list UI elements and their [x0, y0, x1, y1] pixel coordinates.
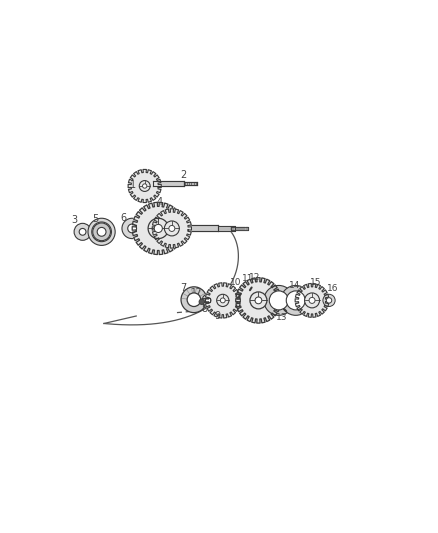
Circle shape	[304, 293, 319, 308]
Circle shape	[199, 299, 205, 304]
Polygon shape	[205, 283, 240, 318]
Polygon shape	[236, 278, 281, 323]
Circle shape	[286, 291, 305, 310]
Circle shape	[255, 297, 262, 304]
Text: 5: 5	[92, 214, 99, 224]
Text: 12: 12	[249, 273, 260, 282]
Polygon shape	[128, 169, 161, 203]
Text: 2: 2	[180, 170, 187, 180]
Circle shape	[220, 298, 225, 303]
Circle shape	[93, 223, 110, 241]
Circle shape	[97, 228, 106, 236]
Text: 14: 14	[289, 281, 300, 290]
Circle shape	[148, 218, 169, 239]
Text: 15: 15	[311, 278, 322, 287]
Circle shape	[128, 224, 137, 233]
Circle shape	[187, 293, 201, 306]
Polygon shape	[152, 209, 191, 248]
Text: 8: 8	[201, 303, 207, 313]
Circle shape	[326, 297, 332, 303]
Text: 10: 10	[230, 278, 241, 287]
Circle shape	[74, 223, 91, 240]
Circle shape	[169, 225, 175, 231]
Text: 11: 11	[241, 274, 253, 283]
Polygon shape	[132, 203, 184, 255]
Circle shape	[264, 286, 294, 316]
Text: 17: 17	[191, 288, 202, 297]
Circle shape	[269, 291, 288, 310]
Text: 6: 6	[120, 213, 127, 223]
Polygon shape	[295, 284, 329, 317]
Circle shape	[92, 222, 111, 241]
Circle shape	[309, 297, 315, 303]
Circle shape	[181, 287, 207, 313]
Circle shape	[139, 181, 150, 191]
Text: 1: 1	[130, 180, 136, 190]
Circle shape	[88, 218, 115, 245]
Circle shape	[164, 221, 179, 236]
Circle shape	[122, 218, 142, 239]
Circle shape	[217, 294, 229, 306]
Text: 13: 13	[276, 313, 288, 322]
Circle shape	[205, 297, 211, 303]
Text: 16: 16	[327, 284, 339, 293]
Text: 4: 4	[156, 197, 162, 207]
Circle shape	[79, 229, 86, 235]
Circle shape	[281, 286, 311, 316]
Text: 9: 9	[215, 311, 221, 321]
Circle shape	[250, 292, 267, 309]
Circle shape	[154, 224, 162, 232]
Text: 7: 7	[180, 283, 186, 293]
Circle shape	[142, 184, 147, 188]
Circle shape	[323, 294, 335, 306]
Circle shape	[202, 294, 214, 306]
Text: 3: 3	[71, 215, 78, 225]
